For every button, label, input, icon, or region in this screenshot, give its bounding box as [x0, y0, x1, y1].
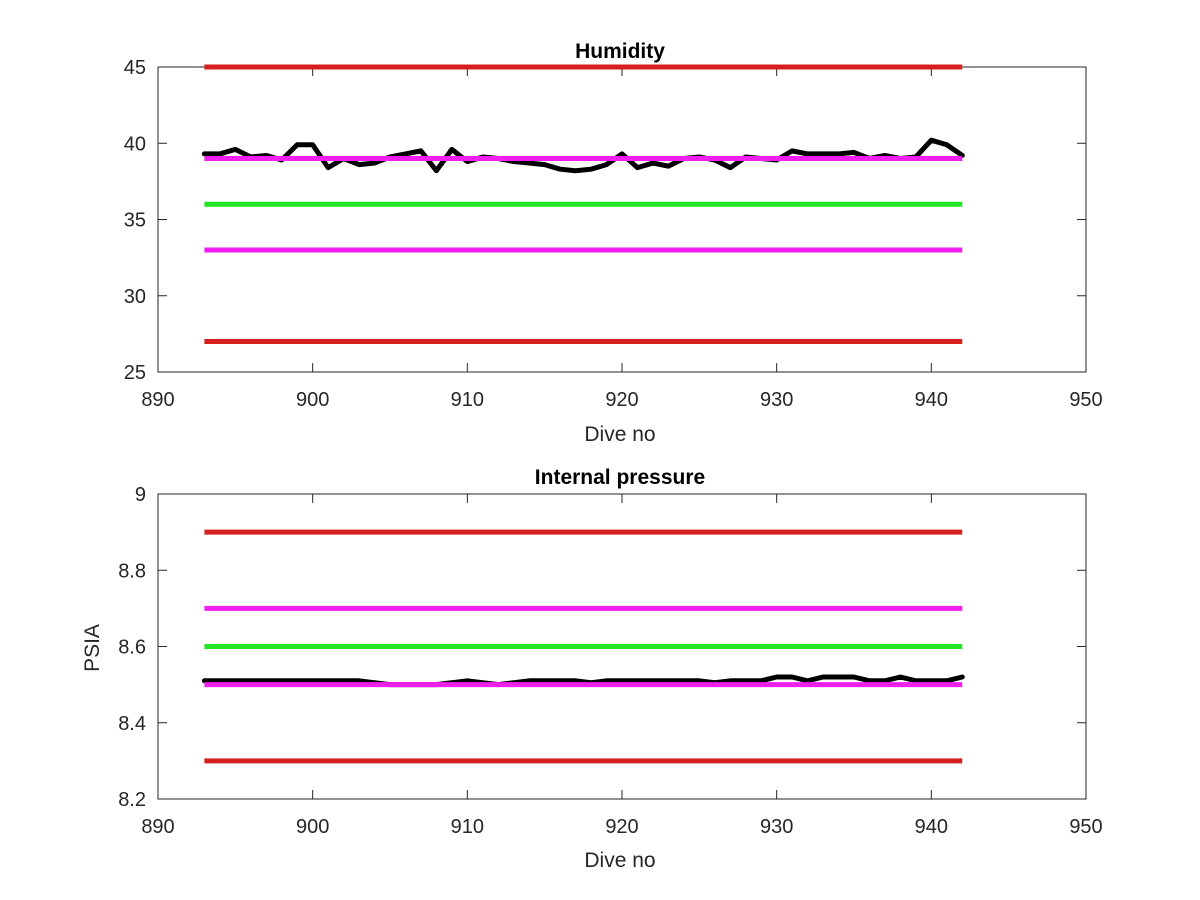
- x-axis-label: Dive no: [584, 423, 655, 446]
- chart-title: Internal pressure: [535, 466, 705, 489]
- y-tick-label: 40: [124, 133, 146, 155]
- x-tick-label: 900: [296, 389, 329, 411]
- x-tick-label: 890: [141, 389, 174, 411]
- plot-area: 890 900 910 920 930 940 950 8.2 8.4 8.6 8.8 9: [118, 484, 1103, 838]
- x-tick-label: 940: [915, 816, 948, 838]
- x-tick-label: 890: [141, 816, 174, 838]
- y-tick-label: 8.4: [118, 713, 146, 735]
- x-tick-label: 910: [451, 816, 484, 838]
- y-tick-label: 30: [124, 286, 146, 308]
- y-tick-label: 8.6: [118, 637, 146, 659]
- humidity-chart: Humidity 890 900 910 920 930 940 950 25 30 35 40 45…: [124, 40, 1103, 446]
- y-tick-label: 8.2: [118, 789, 146, 811]
- series-line: [201, 137, 965, 174]
- x-axis-label: Dive no: [584, 849, 655, 872]
- y-tick-label: 9: [135, 484, 146, 506]
- chart-title: Humidity: [575, 40, 665, 63]
- y-tick-label: 35: [124, 210, 146, 232]
- x-tick-label: 930: [760, 389, 793, 411]
- y-tick-label: 45: [124, 57, 146, 79]
- y-tick-label: 8.8: [118, 560, 146, 582]
- x-tick-label: 920: [605, 389, 638, 411]
- x-tick-label: 910: [451, 389, 484, 411]
- x-tick-label: 900: [296, 816, 329, 838]
- internal-pressure-chart: Internal pressure 890 900 910 920 930 940 9508…: [81, 466, 1103, 872]
- plot-area: 890 900 910 920 930 940 950 25 30 35 40 45: [124, 57, 1103, 411]
- x-tick-label: 930: [760, 816, 793, 838]
- y-axis-label: PSIA: [81, 624, 104, 672]
- x-tick-label: 940: [915, 389, 948, 411]
- x-tick-label: 950: [1069, 389, 1102, 411]
- y-tick-label: 25: [124, 362, 146, 384]
- series-line: [201, 674, 965, 688]
- x-tick-label: 950: [1069, 816, 1102, 838]
- x-tick-label: 920: [605, 816, 638, 838]
- axes-frame: [157, 66, 1087, 373]
